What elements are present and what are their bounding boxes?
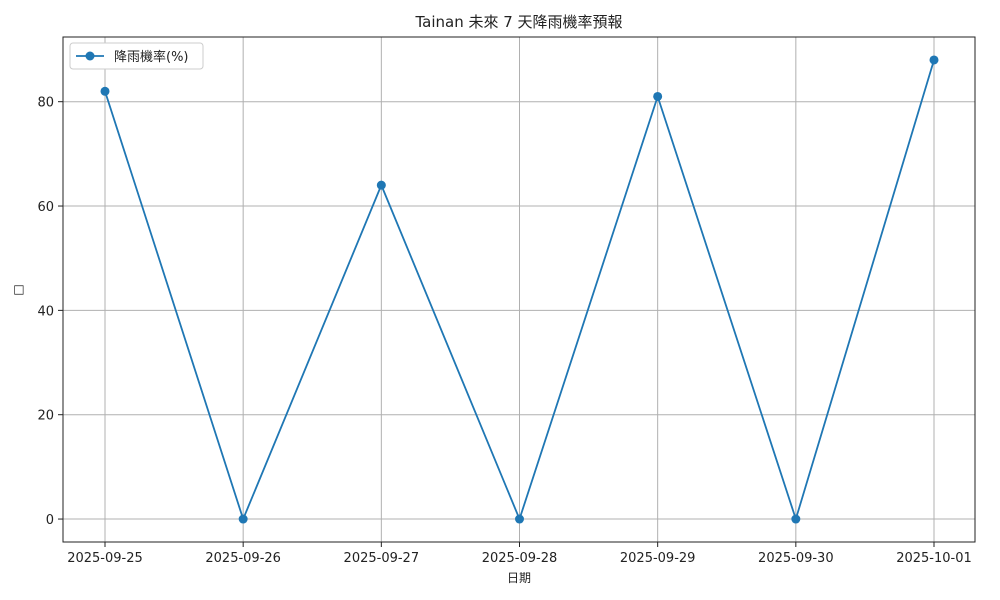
- x-tick-label: 2025-09-28: [482, 551, 558, 566]
- y-tick-label: 0: [46, 513, 54, 528]
- legend: 降雨機率(%): [69, 42, 204, 70]
- data-point: [653, 91, 663, 101]
- data-point: [100, 86, 110, 96]
- data-point: [376, 180, 386, 190]
- x-axis: 2025-09-25 2025-09-26 2025-09-27 2025-09-28…: [67, 542, 972, 566]
- legend-marker-sample: [85, 51, 95, 61]
- y-tick-label: 20: [37, 409, 54, 424]
- x-tick-label: 2025-10-01: [896, 551, 972, 566]
- series-layer: [100, 55, 939, 524]
- y-tick-label: 60: [37, 200, 54, 215]
- data-point: [791, 514, 801, 524]
- legend-box: [69, 42, 204, 70]
- grid: [63, 37, 975, 542]
- plot-area: [62, 36, 976, 543]
- x-tick-label: 2025-09-29: [620, 551, 696, 566]
- data-point: [238, 514, 248, 524]
- y-tick-label: 80: [37, 96, 54, 111]
- x-tick-label: 2025-09-26: [205, 551, 281, 566]
- y-tick-label: 40: [37, 304, 54, 319]
- y-axis: 0 20 40 60 80: [37, 96, 63, 528]
- x-tick-label: 2025-09-30: [758, 551, 834, 566]
- x-axis-label: 日期: [507, 571, 531, 585]
- x-tick-label: 2025-09-27: [344, 551, 420, 566]
- chart-title: Tainan 未來 7 天降雨機率預報: [414, 13, 622, 31]
- legend-label: 降雨機率(%): [114, 49, 189, 65]
- y-axis-label: □: [11, 284, 25, 295]
- data-point: [929, 55, 939, 65]
- x-tick-label: 2025-09-25: [67, 551, 143, 566]
- data-point: [515, 514, 524, 524]
